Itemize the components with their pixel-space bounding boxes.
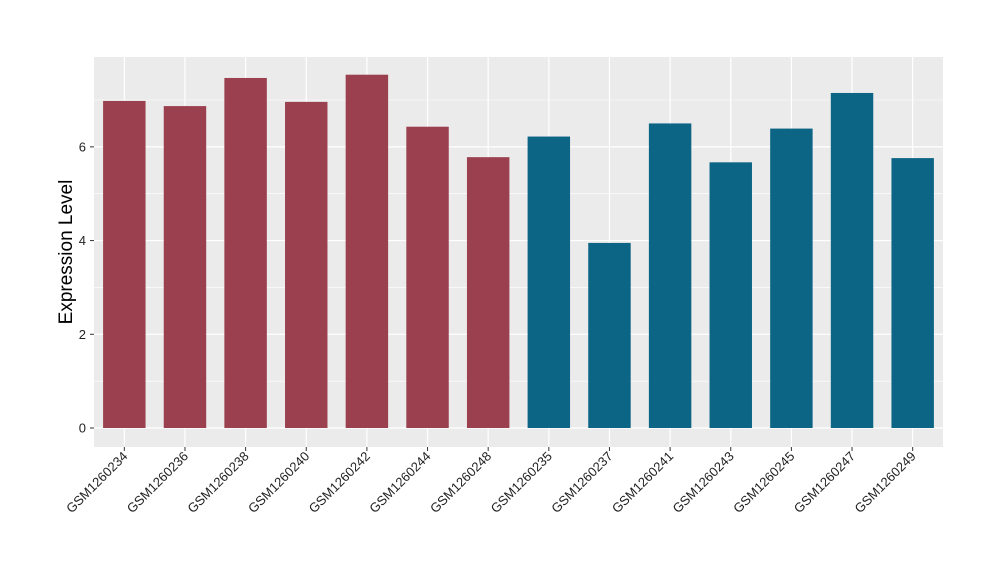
x-tick-label: GSM1260242 (306, 449, 373, 516)
bars (103, 74, 934, 429)
bar-GSM1260249 (891, 158, 934, 429)
bar-GSM1260240 (285, 101, 328, 429)
x-tick-label: GSM1260235 (488, 449, 555, 516)
bar-GSM1260236 (163, 106, 207, 428)
y-tick-label: 4 (79, 233, 86, 248)
bar-GSM1260244 (406, 126, 449, 429)
x-tick-label: GSM1260236 (124, 449, 191, 516)
bar-GSM1260248 (466, 157, 510, 428)
y-tick-label: 6 (79, 139, 86, 154)
bar-GSM1260241 (648, 123, 692, 428)
x-tick-label: GSM1260234 (63, 449, 130, 516)
x-tick-label: GSM1260245 (730, 449, 797, 516)
x-tick-label: GSM1260248 (427, 449, 494, 516)
x-tick-label: GSM1260241 (609, 449, 676, 516)
x-tick-label: GSM1260249 (851, 449, 918, 516)
bar-GSM1260243 (709, 162, 752, 428)
bar-GSM1260238 (224, 77, 267, 428)
x-tick-label: GSM1260237 (548, 449, 615, 516)
y-axis: 0 2 4 6 (79, 139, 94, 436)
y-tick-label: 0 (79, 421, 86, 436)
bar-GSM1260247 (830, 92, 874, 428)
x-tick-label: GSM1260247 (791, 449, 858, 516)
y-tick-label: 2 (79, 327, 86, 342)
x-tick-label: GSM1260243 (670, 449, 737, 516)
x-axis: GSM1260234GSM1260236GSM1260238GSM1260240… (63, 447, 919, 516)
y-axis-title: Expression Level (56, 180, 77, 325)
bar-GSM1260242 (345, 74, 389, 428)
x-tick-label: GSM1260238 (184, 449, 251, 516)
bar-GSM1260245 (770, 128, 813, 428)
plot-panel (94, 57, 943, 447)
x-tick-label: GSM1260244 (366, 449, 433, 516)
bar-GSM1260237 (588, 242, 631, 428)
bar-GSM1260235 (527, 136, 571, 428)
bar-GSM1260234 (103, 100, 146, 429)
x-tick-label: GSM1260240 (245, 449, 312, 516)
